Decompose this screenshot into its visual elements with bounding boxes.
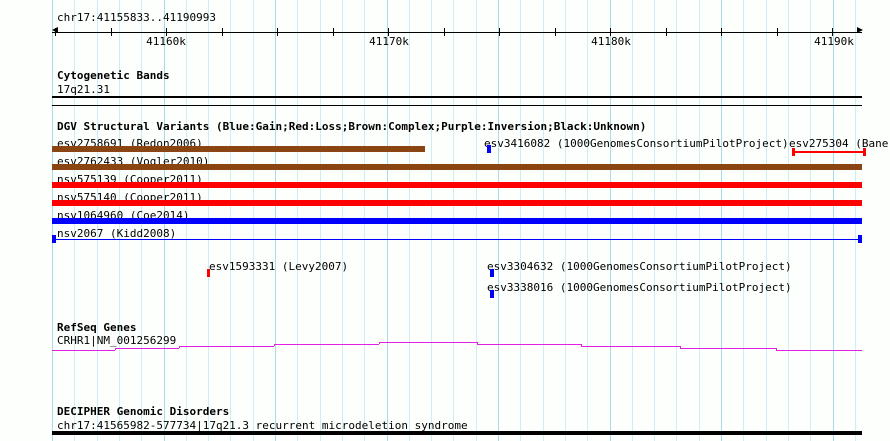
gene-intron-riser [680, 346, 681, 348]
dgv-track-label: esv2762433 (Vogler2010) [57, 155, 210, 168]
dgv-track-label: esv3304632 (1000GenomesConsortiumPilotPr… [487, 260, 792, 273]
ruler-tick [832, 28, 833, 36]
gene-exon-segment[interactable] [274, 344, 379, 345]
ruler-tick-label: 41160k [146, 35, 186, 48]
dgv-variant-block[interactable] [487, 145, 491, 153]
dgv-track-label: nsv575140 (Cooper2011) [57, 191, 203, 204]
gene-exon-segment[interactable] [581, 346, 680, 347]
dgv-variant-cap [863, 148, 866, 156]
section-title-dgv: DGV Structural Variants (Blue:Gain;Red:L… [57, 120, 647, 133]
ruler-tick-label: 41170k [369, 35, 409, 48]
dgv-variant-bar[interactable] [52, 164, 862, 170]
dgv-variant-line[interactable] [792, 151, 866, 153]
dgv-track-label: nsv2067 (Kidd2008) [57, 227, 177, 240]
gene-exon-segment[interactable] [115, 348, 179, 349]
locus-coordinates: chr17:41155833..41190993 [57, 11, 216, 24]
dgv-track-label: nsv1064960 (Coe2014) [57, 209, 190, 222]
section-title-cytogenetic-bands: Cytogenetic Bands [57, 69, 170, 82]
gene-intron-riser [581, 344, 582, 346]
ruler-tick [777, 28, 778, 36]
gene-exon-segment[interactable] [680, 348, 776, 349]
decipher-feature-label: chr17:41565982-577734|17q21.3 recurrent … [57, 419, 468, 432]
dgv-variant-block[interactable] [490, 269, 494, 277]
dgv-track-label: nsv575139 (Cooper2011) [57, 173, 203, 186]
gene-exon-segment[interactable] [477, 344, 581, 345]
ruler-tick [610, 28, 611, 36]
gene-intron-riser [179, 346, 180, 348]
dgv-track-label: esv275304 (Banerj [789, 137, 890, 150]
dgv-variant-cap [792, 148, 795, 156]
dgv-track-label: esv2758691 (Redon2006) [57, 137, 203, 150]
dgv-track-label: esv3416082 (1000GenomesConsortiumPilotPr… [484, 137, 789, 150]
dgv-variant-block[interactable] [207, 269, 210, 277]
dgv-variant-block[interactable] [490, 290, 494, 298]
dgv-track-label: esv1593331 (Levy2007) [209, 260, 349, 273]
ruler-tick [55, 28, 56, 36]
ruler-axis-line [52, 32, 862, 33]
dgv-variant-line[interactable] [52, 239, 862, 240]
gene-intron-riser [477, 342, 478, 344]
section-title-refseq-genes: RefSeq Genes [57, 321, 137, 334]
ruler-tick [111, 28, 112, 36]
ruler-tick [333, 28, 334, 36]
cytoband-bar[interactable] [52, 96, 862, 98]
ruler-tick [444, 28, 445, 36]
dgv-variant-cap [858, 235, 862, 243]
gene-intron-riser [776, 348, 777, 350]
dgv-variant-bar[interactable] [52, 200, 862, 206]
ruler-tick [222, 28, 223, 36]
decipher-feature-bar[interactable] [52, 431, 862, 435]
gene-intron-riser [379, 342, 380, 344]
ruler-tick [555, 28, 556, 36]
gene-exon-segment[interactable] [379, 342, 477, 343]
gene-intron-riser [274, 344, 275, 346]
dgv-variant-cap [52, 235, 56, 243]
cytoband-baseline [52, 105, 862, 106]
section-title-decipher: DECIPHER Genomic Disorders [57, 405, 230, 418]
refseq-gene-label: CRHR1|NM_001256299 [57, 334, 177, 347]
ruler-tick-label: 41190k [814, 35, 854, 48]
gene-exon-segment[interactable] [179, 346, 274, 347]
dgv-variant-bar[interactable] [52, 182, 862, 188]
gene-exon-segment[interactable] [776, 350, 862, 351]
ruler-tick [277, 28, 278, 36]
gene-exon-segment[interactable] [52, 350, 115, 351]
ruler-right-arrow-icon [857, 27, 863, 33]
gene-intron-riser [115, 348, 116, 350]
ruler-tick [666, 28, 667, 36]
dgv-track-label: esv3338016 (1000GenomesConsortiumPilotPr… [487, 281, 792, 294]
ruler-tick [166, 28, 167, 36]
ruler-tick-label: 41180k [591, 35, 631, 48]
ruler-tick [499, 28, 500, 36]
dgv-variant-bar[interactable] [52, 146, 425, 152]
cytoband-label: 17q21.31 [57, 83, 110, 96]
ruler-tick [721, 28, 722, 36]
ruler-tick [388, 28, 389, 36]
dgv-variant-bar[interactable] [52, 218, 862, 224]
